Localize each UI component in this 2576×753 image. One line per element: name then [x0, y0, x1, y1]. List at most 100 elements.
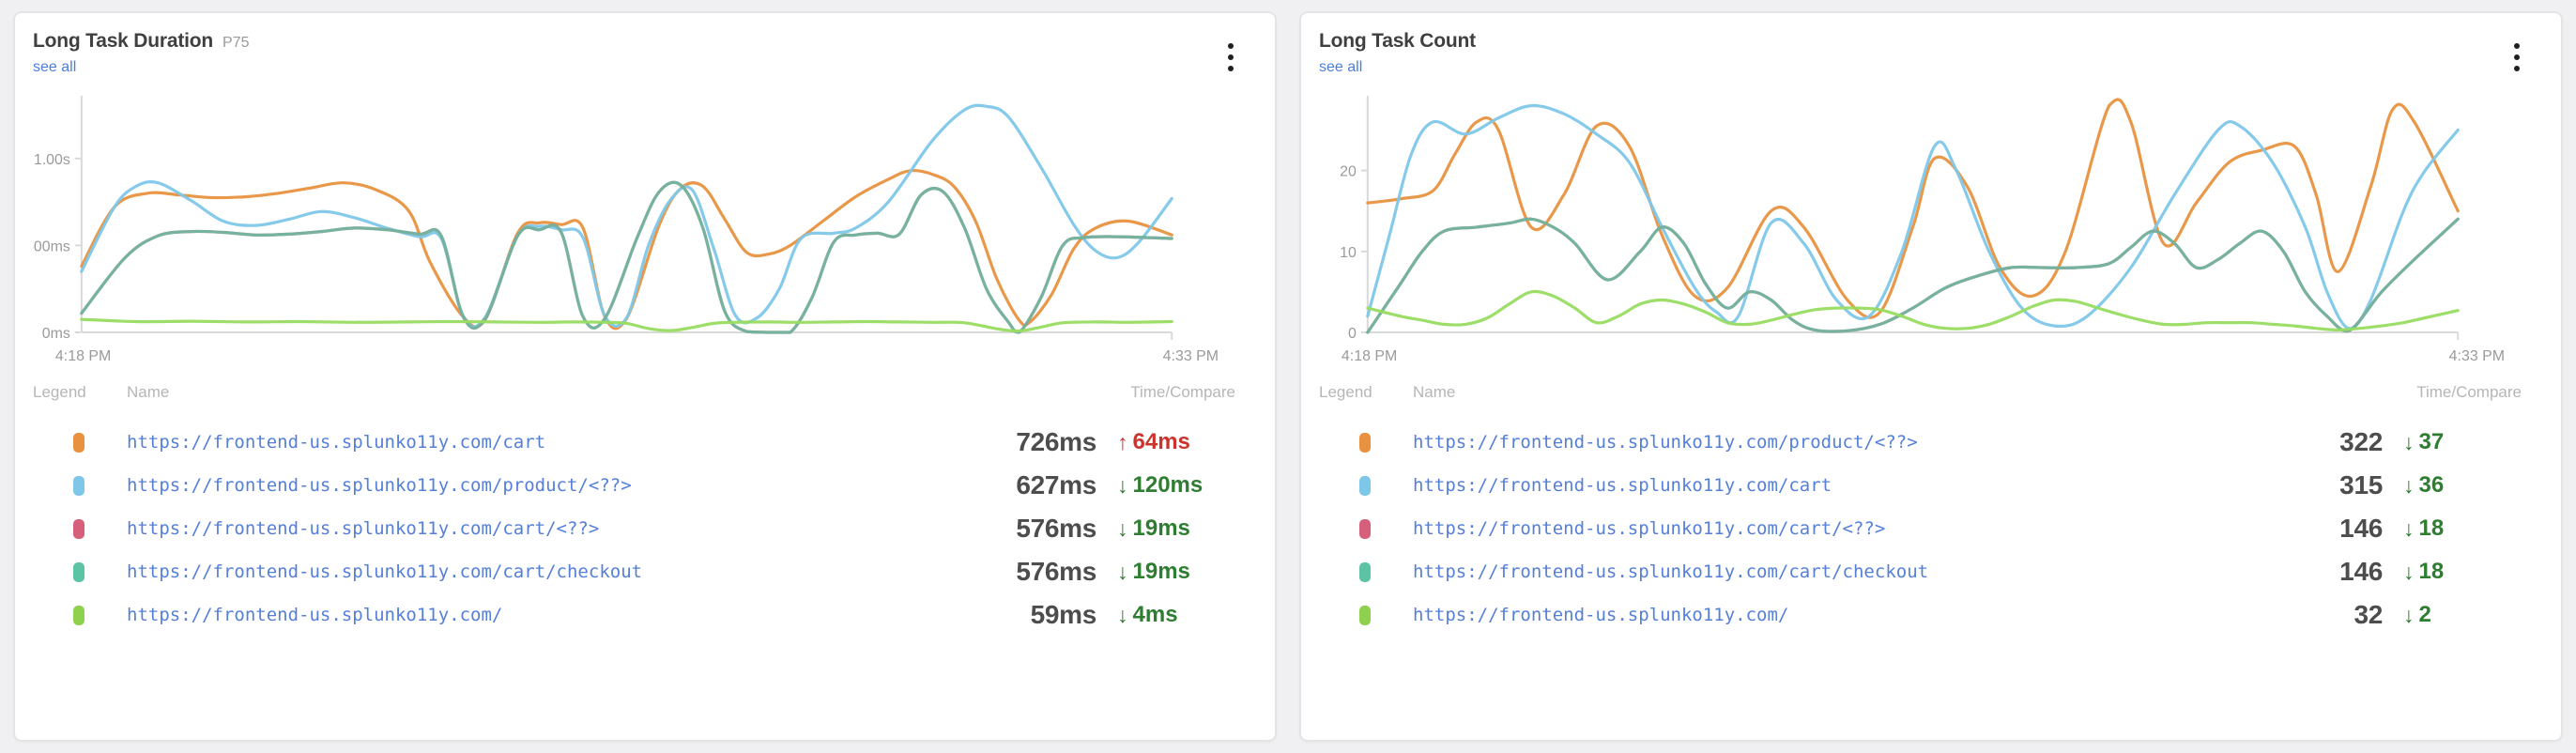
url-link[interactable]: https://frontend-us.splunko11y.com/produ…	[1413, 432, 1918, 453]
url-link[interactable]: https://frontend-us.splunko11y.com/cart	[127, 432, 546, 453]
y-axis-tick-label: 0	[1348, 326, 1357, 342]
compare-value: ↓ 120ms	[1117, 472, 1204, 498]
legend-swatch	[73, 561, 84, 582]
metric-value: 322	[2339, 427, 2383, 456]
series-line-1	[1366, 103, 2460, 330]
table-row: https://frontend-us.splunko11y.com/32 ↓ 2	[1319, 593, 2523, 637]
legend-swatch	[73, 605, 84, 625]
kebab-menu-icon[interactable]	[2510, 38, 2523, 77]
series-line-3	[1366, 217, 2460, 334]
compare-value: ↓ 36	[2403, 472, 2445, 498]
legend-column-header: Legend	[33, 383, 86, 401]
panel-long-task-duration: Long Task Duration P75 see all 0ms 500ms 1…	[13, 11, 1277, 742]
see-all-link[interactable]: see all	[1319, 59, 1363, 75]
legend-swatch	[1359, 561, 1371, 582]
compare-value: ↓ 2	[2403, 602, 2431, 627]
compare-value: ↓ 18	[2403, 515, 2445, 541]
legend-rows: https://frontend-us.splunko11y.com/cart 7…	[33, 421, 1237, 637]
series-line-4	[80, 317, 1173, 333]
x-axis-end-label: 4:33 PM	[2449, 348, 2505, 364]
x-axis-start-label: 4:18 PM	[1342, 348, 1397, 364]
series-line-1	[80, 103, 1173, 329]
metric-value: 576ms	[1016, 514, 1096, 543]
name-column-header: Name	[127, 383, 170, 401]
trend-down-icon: ↓	[2403, 559, 2415, 584]
legend-table-header: Legend Name Time/Compare	[1319, 383, 2523, 402]
metric-value: 315	[2339, 470, 2383, 499]
table-row: https://frontend-us.splunko11y.com/produ…	[33, 464, 1237, 507]
url-link[interactable]: https://frontend-us.splunko11y.com/cart/…	[127, 561, 643, 582]
url-link[interactable]: https://frontend-us.splunko11y.com/	[127, 605, 503, 625]
legend-rows: https://frontend-us.splunko11y.com/produ…	[1319, 421, 2523, 637]
legend-swatch	[1359, 518, 1371, 539]
y-axis-tick-label: 500ms	[33, 238, 70, 254]
legend-swatch	[1359, 432, 1371, 453]
legend-table: Legend Name Time/Compare https://fronten…	[33, 372, 1237, 637]
trend-down-icon: ↓	[1117, 602, 1128, 627]
metric-value: 627ms	[1016, 470, 1096, 499]
legend-table-header: Legend Name Time/Compare	[33, 383, 1237, 402]
table-row: https://frontend-us.splunko11y.com/cart/…	[1319, 550, 2523, 593]
legend-swatch	[73, 518, 84, 539]
metric-value: 146	[2339, 557, 2383, 586]
panel-long-task-count: Long Task Count see all 0 10 20 4:18 PM 4:33…	[1299, 11, 2563, 742]
legend-table: Legend Name Time/Compare https://fronten…	[1319, 372, 2523, 637]
y-axis-tick-label: 0ms	[42, 326, 70, 342]
url-link[interactable]: https://frontend-us.splunko11y.com/	[1413, 605, 1789, 625]
compare-value: ↑ 64ms	[1117, 429, 1190, 454]
legend-swatch	[1359, 475, 1371, 496]
metric-value: 726ms	[1016, 427, 1096, 456]
percentile-badge: P75	[222, 35, 250, 51]
table-row: https://frontend-us.splunko11y.com/cart/…	[33, 550, 1237, 593]
trend-down-icon: ↓	[1117, 472, 1128, 498]
compare-value: ↓ 37	[2403, 429, 2445, 454]
compare-value: ↓ 18	[2403, 559, 2445, 584]
url-link[interactable]: https://frontend-us.splunko11y.com/produ…	[127, 475, 632, 496]
y-axis-tick-label: 20	[1340, 164, 1357, 180]
compare-value: ↓ 4ms	[1117, 602, 1178, 627]
url-link[interactable]: https://frontend-us.splunko11y.com/cart	[1413, 475, 1832, 496]
value-column-header: Time/Compare	[2416, 383, 2522, 401]
url-link[interactable]: https://frontend-us.splunko11y.com/cart/…	[1413, 518, 1886, 539]
table-row: https://frontend-us.splunko11y.com/produ…	[1319, 421, 2523, 464]
trend-down-icon: ↓	[2403, 515, 2415, 541]
trend-down-icon: ↓	[1117, 515, 1128, 541]
see-all-link[interactable]: see all	[33, 59, 77, 75]
legend-swatch	[73, 432, 84, 453]
trend-down-icon: ↓	[2403, 429, 2415, 454]
y-axis-tick-label: 10	[1340, 245, 1357, 261]
y-axis-tick-label: 1.00s	[34, 152, 70, 168]
series-line-3	[80, 180, 1173, 334]
metric-value: 32	[2354, 600, 2383, 629]
compare-value: ↓ 19ms	[1117, 559, 1190, 584]
url-link[interactable]: https://frontend-us.splunko11y.com/cart/…	[1413, 561, 1929, 582]
panel-header: Long Task Count see all	[1319, 30, 2523, 77]
panel-header: Long Task Duration P75 see all	[33, 30, 1237, 77]
table-row: https://frontend-us.splunko11y.com/cart 7…	[33, 421, 1237, 464]
table-row: https://frontend-us.splunko11y.com/cart/…	[33, 507, 1237, 550]
legend-swatch	[1359, 605, 1371, 625]
series-line-0	[1366, 98, 2460, 319]
value-column-header: Time/Compare	[1130, 383, 1235, 401]
name-column-header: Name	[1413, 383, 1456, 401]
trend-up-icon: ↑	[1117, 429, 1128, 454]
trend-down-icon: ↓	[2403, 472, 2415, 498]
kebab-menu-icon[interactable]	[1224, 38, 1237, 77]
metric-value: 576ms	[1016, 557, 1096, 586]
series-line-4	[1366, 289, 2460, 331]
url-link[interactable]: https://frontend-us.splunko11y.com/cart/…	[127, 518, 600, 539]
table-row: https://frontend-us.splunko11y.com/59ms ↓…	[33, 593, 1237, 637]
panel-title: Long Task Duration	[33, 30, 214, 52]
x-axis-end-label: 4:33 PM	[1163, 348, 1219, 364]
x-axis-start-label: 4:18 PM	[55, 348, 111, 364]
legend-column-header: Legend	[1319, 383, 1372, 401]
trend-down-icon: ↓	[1117, 559, 1128, 584]
legend-swatch	[73, 475, 84, 496]
count-chart: 0 10 20 4:18 PM 4:33 PM	[1340, 96, 2505, 364]
metric-value: 146	[2339, 514, 2383, 543]
series-line-0	[80, 168, 1173, 330]
panel-title: Long Task Count	[1319, 30, 1476, 52]
series-line-2	[80, 180, 1173, 334]
table-row: https://frontend-us.splunko11y.com/cart 3…	[1319, 464, 2523, 507]
